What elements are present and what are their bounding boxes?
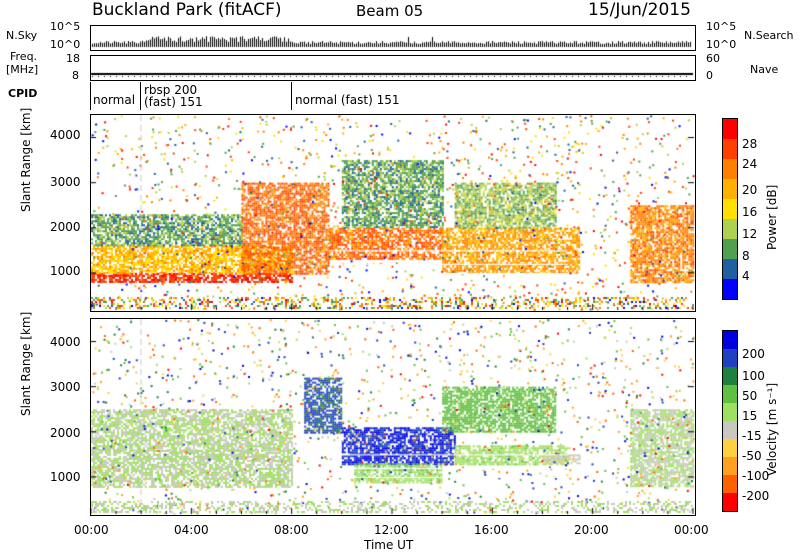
power-ytick-3000: 3000 <box>50 175 81 189</box>
pow-bar-swatch-4 <box>723 199 737 219</box>
power-tick-28: 28 <box>742 137 758 151</box>
pow-bar-swatch-6 <box>723 239 737 259</box>
pow-bar-swatch-8 <box>723 279 737 299</box>
cpid-divider-2 <box>291 82 292 110</box>
power-panel <box>90 114 696 312</box>
velocity-panel <box>90 318 696 516</box>
cpid-segment-normal-fast: normal (fast) 151 <box>295 93 400 107</box>
cpid-divider-1 <box>140 82 141 110</box>
nave-label: Nave <box>750 63 779 76</box>
power-tick-20: 20 <box>742 183 758 197</box>
vel-bar-swatch-3 <box>723 385 737 403</box>
xtick-0400: 04:00 <box>174 523 209 537</box>
freq-label: Freq. <box>10 50 38 63</box>
power-ytick-2000: 2000 <box>50 220 81 234</box>
vel-bar-swatch-5 <box>723 421 737 439</box>
velocity-tick-neg50: -50 <box>742 449 762 463</box>
velocity-colorbar <box>722 330 738 512</box>
xtick-0800: 08:00 <box>274 523 309 537</box>
velocity-tick-200: 200 <box>742 347 765 361</box>
velocity-tick-neg15: -15 <box>742 429 762 443</box>
vel-bar-swatch-7 <box>723 457 737 475</box>
nsearch-tick-low: 10^0 <box>706 38 737 51</box>
nsky-label: N.Sky <box>6 29 38 42</box>
freq-strip <box>90 55 696 81</box>
vel-bar-swatch-6 <box>723 439 737 457</box>
xtick-1200: 12:00 <box>374 523 409 537</box>
vel-bar-swatch-2 <box>723 367 737 385</box>
cpid-segment-normal: normal <box>93 93 136 107</box>
pow-bar-swatch-0 <box>723 119 737 139</box>
velocity-ytick-3000: 3000 <box>50 380 81 394</box>
cpid-segment-rbsp: rbsp 200 <box>144 83 198 97</box>
velocity-tick-15: 15 <box>742 409 758 423</box>
power-ytick-1000: 1000 <box>50 264 81 278</box>
date-label: 15/Jun/2015 <box>588 0 691 20</box>
xtick-1600: 16:00 <box>474 523 509 537</box>
xlabel: Time UT <box>364 538 414 552</box>
power-ytick-4000: 4000 <box>50 128 81 142</box>
power-colorbar-label: Power [dB] <box>765 184 779 250</box>
xtick-2000: 20:00 <box>574 523 609 537</box>
velocity-tick-neg200: -200 <box>742 489 770 503</box>
vel-bar-swatch-9 <box>723 493 737 511</box>
velocity-ytick-4000: 4000 <box>50 335 81 349</box>
cpid-label: CPID <box>8 87 38 100</box>
station-title: Buckland Park (fitACF) <box>92 0 282 20</box>
velocity-tick-100: 100 <box>742 369 765 383</box>
freq-unit-label: [MHz] <box>6 63 39 76</box>
pow-bar-swatch-1 <box>723 139 737 159</box>
cpid-divider-0 <box>90 82 91 110</box>
freq-tick-high: 18 <box>66 52 80 65</box>
velocity-ylabel: Slant Range [km] <box>19 311 33 416</box>
freq-tick-low: 8 <box>72 69 79 82</box>
nsearch-tick-high: 10^5 <box>706 20 737 33</box>
nsearch-label: N.Search <box>744 29 794 42</box>
beam-label: Beam 05 <box>356 2 424 20</box>
power-tick-8: 8 <box>742 249 750 263</box>
pow-bar-swatch-3 <box>723 179 737 199</box>
nave-tick-low: 0 <box>706 69 713 82</box>
xtick-2400: 00:00 <box>674 523 709 537</box>
velocity-ytick-1000: 1000 <box>50 470 81 484</box>
velocity-tick-neg100: -100 <box>742 469 770 483</box>
power-tick-12: 12 <box>742 227 758 241</box>
vel-bar-swatch-1 <box>723 349 737 367</box>
xtick-0000: 00:00 <box>74 523 109 537</box>
pow-bar-swatch-7 <box>723 259 737 279</box>
power-ylabel: Slant Range [km] <box>19 107 33 212</box>
velocity-tick-50: 50 <box>742 389 758 403</box>
power-tick-16: 16 <box>742 205 758 219</box>
power-tick-4: 4 <box>742 269 750 283</box>
vel-bar-swatch-8 <box>723 475 737 493</box>
nsky-tick-low: 10^0 <box>50 38 81 51</box>
velocity-ytick-2000: 2000 <box>50 426 81 440</box>
vel-bar-swatch-0 <box>723 331 737 349</box>
power-colorbar <box>722 118 738 300</box>
pow-bar-swatch-2 <box>723 159 737 179</box>
vel-bar-swatch-4 <box>723 403 737 421</box>
nsky-strip <box>90 25 696 51</box>
pow-bar-swatch-5 <box>723 219 737 239</box>
nsky-tick-high: 10^5 <box>50 20 81 33</box>
nave-tick-high: 60 <box>706 52 720 65</box>
cpid-segment-rbsp-fast: (fast) 151 <box>144 95 203 109</box>
velocity-colorbar-label: Velocity [m s⁻¹] <box>765 382 779 476</box>
power-tick-24: 24 <box>742 157 758 171</box>
